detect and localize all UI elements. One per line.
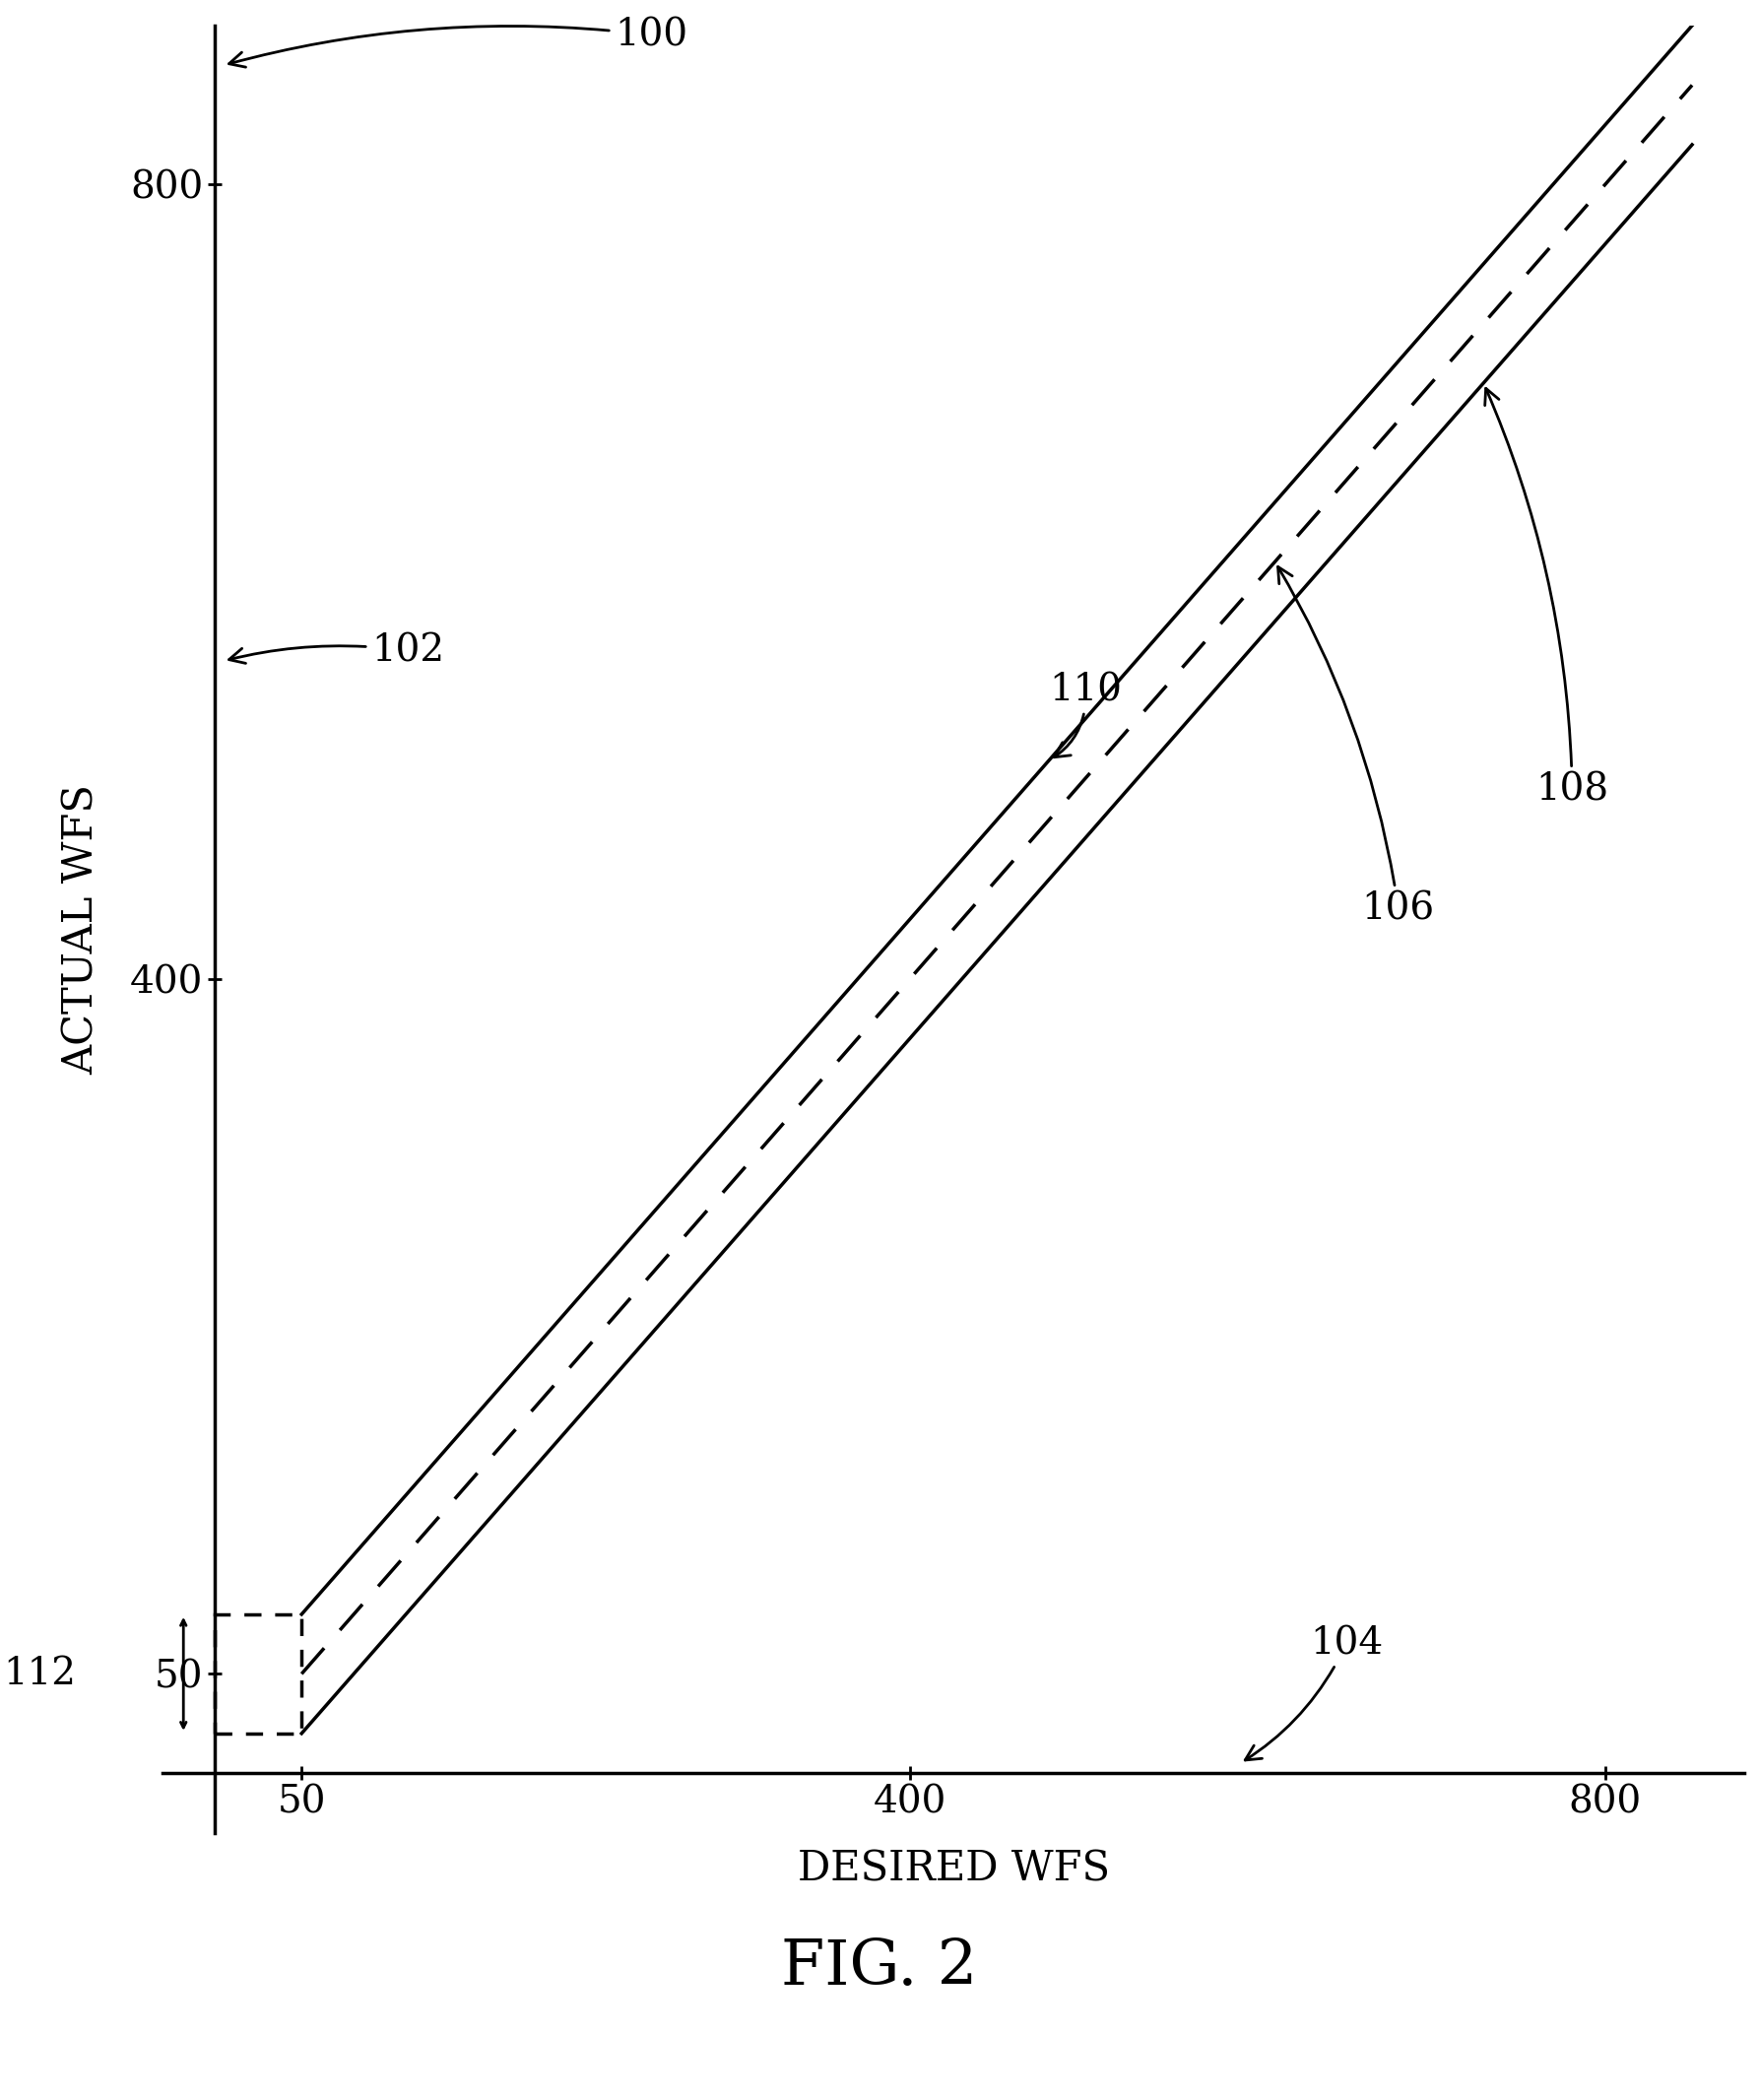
Text: 100: 100 [229, 17, 688, 67]
Text: 108: 108 [1485, 388, 1609, 809]
Text: FIG. 2: FIG. 2 [781, 1936, 978, 1997]
Text: 110: 110 [1048, 672, 1122, 758]
Text: 112: 112 [4, 1655, 76, 1693]
Y-axis label: ACTUAL WFS: ACTUAL WFS [62, 783, 102, 1075]
Text: 102: 102 [229, 632, 443, 670]
X-axis label: DESIRED WFS: DESIRED WFS [797, 1848, 1110, 1890]
Text: 106: 106 [1277, 567, 1435, 926]
Text: 104: 104 [1245, 1625, 1383, 1760]
